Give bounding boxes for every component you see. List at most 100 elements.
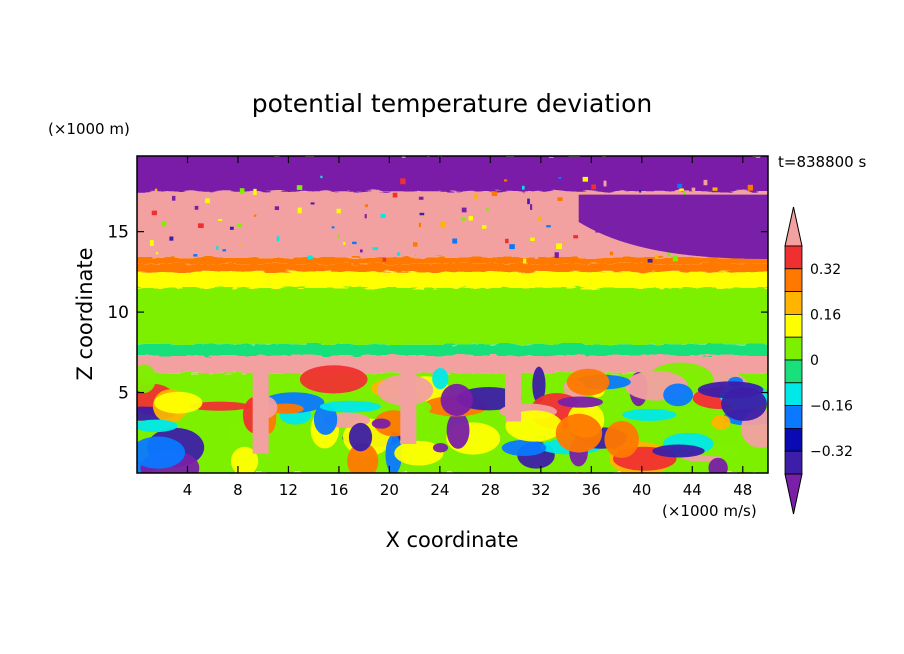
field-speckle [297, 207, 302, 214]
field-structure [622, 408, 677, 421]
field-speckle [253, 214, 257, 217]
field-speckle [396, 252, 401, 256]
x-tick-label: 4 [183, 481, 193, 499]
field-structure [456, 386, 522, 411]
field-speckle [320, 175, 323, 179]
plot-area [137, 156, 768, 473]
field-speckle [557, 197, 563, 201]
field-structure [385, 434, 402, 473]
field-speckle [337, 234, 340, 239]
colorbar-swatch [784, 291, 803, 315]
field-speckle [418, 196, 424, 200]
field-structure [446, 411, 470, 449]
field-structure [708, 457, 728, 473]
field-structure [440, 383, 473, 416]
field-speckle [509, 244, 515, 250]
field-structure [532, 366, 546, 404]
field-speckle [419, 212, 425, 216]
field-speckle [672, 255, 679, 262]
field-speckle [197, 223, 204, 229]
field-speckle [683, 190, 690, 196]
field-speckle [677, 183, 683, 188]
field-speckle [382, 257, 387, 262]
field-structure [432, 443, 449, 453]
chart-title: potential temperature deviation [252, 89, 652, 118]
colorbar-swatch [784, 313, 803, 338]
field-band-5 [137, 287, 768, 345]
time-label: t=838800 s [778, 153, 866, 171]
x-axis-ticks: 4 8 12 16 20 24 28 32 36 40 44 48 [183, 156, 752, 499]
field-speckle [216, 246, 219, 250]
x-tick-label: 44 [683, 481, 702, 499]
field-structure [137, 364, 157, 393]
field-structures [137, 175, 768, 473]
field-speckle [343, 242, 346, 245]
field-band-4 [137, 271, 768, 288]
field-speckle [647, 258, 653, 263]
field-speckle [307, 255, 313, 260]
field-speckle [703, 179, 708, 186]
field-speckle [563, 242, 566, 245]
field-structure [347, 442, 379, 473]
field-speckle [468, 215, 473, 221]
x-tick-label: 12 [279, 481, 298, 499]
field-structure [371, 418, 391, 429]
field-speckle [554, 252, 559, 258]
field-speckle [151, 210, 157, 216]
field-speckle [667, 251, 671, 257]
field-speckle [461, 207, 467, 213]
field-speckle [654, 254, 659, 259]
plot-frame [136, 155, 769, 474]
field-speckle [582, 176, 589, 182]
field-structure [652, 444, 705, 458]
field-speckle [531, 195, 534, 202]
colorbar-swatch [784, 405, 803, 429]
field-structure [555, 413, 603, 453]
field-speckle [563, 206, 567, 212]
field-speckle [239, 188, 245, 194]
field-speckle [364, 204, 368, 208]
colorbar-extend-min [784, 473, 803, 515]
x-tick-label: 16 [329, 481, 348, 499]
field-speckle [534, 256, 539, 259]
colorbar-label: −0.32 [810, 444, 853, 460]
field-speckle [171, 195, 176, 201]
field-speckle [158, 212, 164, 215]
field-structure [604, 420, 639, 459]
field-structure [721, 387, 767, 421]
colorbar-swatch [784, 268, 803, 292]
field-speckle [359, 249, 363, 253]
field-speckle [154, 188, 158, 192]
x-tick-label: 24 [430, 481, 449, 499]
field-structure [663, 383, 694, 407]
field-speckle [296, 185, 303, 190]
x-tick-label: 40 [632, 481, 651, 499]
field-speckle [352, 241, 357, 245]
field-speckle [380, 213, 386, 219]
field-speckle [530, 237, 535, 242]
field-speckle [161, 221, 167, 227]
colorbar-swatch [784, 336, 803, 361]
field-band-6 [137, 344, 768, 356]
field-speckle [461, 217, 466, 221]
field-speckle [747, 184, 753, 191]
field-speckle [452, 238, 458, 244]
x-tick-label: 20 [380, 481, 399, 499]
field-speckle [253, 188, 257, 195]
field-structure [154, 391, 203, 414]
field-speckle [503, 179, 508, 182]
y-unit-label: (×1000 m) [48, 120, 130, 138]
field-speckle [411, 248, 418, 251]
x-tick-label: 48 [733, 481, 752, 499]
x-tick-label: 28 [481, 481, 500, 499]
field-band-3 [137, 263, 768, 272]
field-speckle [683, 190, 686, 196]
field-speckle [609, 251, 613, 256]
field-speckle [336, 208, 341, 214]
field-structure [557, 396, 604, 408]
field-structure [566, 368, 610, 396]
x-unit-label: (×1000 m/s) [662, 502, 757, 520]
field-speckle [537, 216, 542, 221]
field-structure [348, 422, 373, 452]
y-axis-ticks: 5 10 15 [107, 223, 768, 404]
